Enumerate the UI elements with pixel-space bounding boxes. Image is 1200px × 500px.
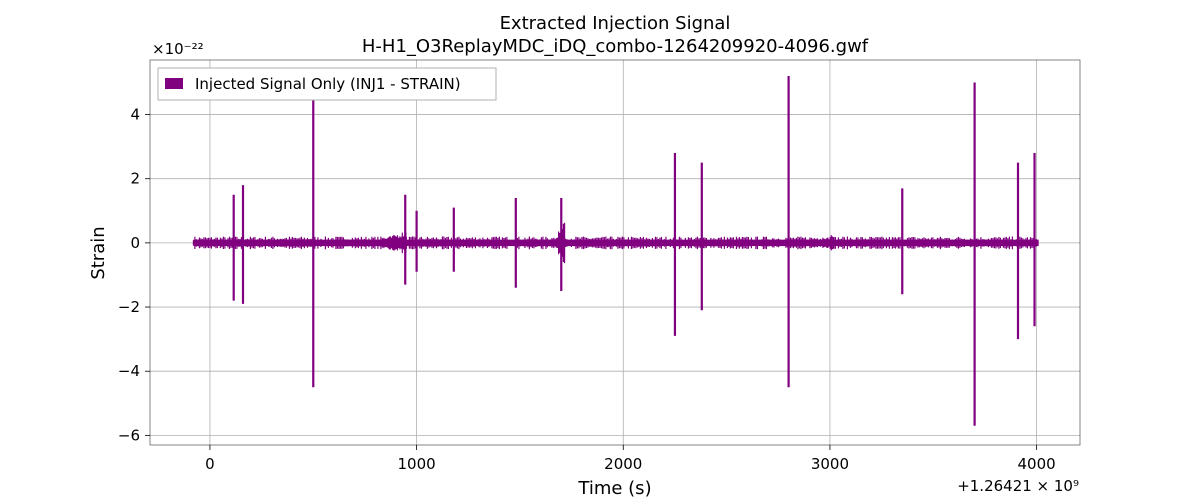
burst <box>333 232 407 254</box>
chart-title-line-2: H-H1_O3ReplayMDC_iDQ_combo-1264209920-40… <box>362 36 869 57</box>
x-tick-label: 0 <box>205 455 215 473</box>
y-tick-label: −2 <box>118 298 140 316</box>
plot-frame <box>149 59 1081 446</box>
x-offset-label: +1.26421 × 10⁹ <box>957 477 1079 495</box>
y-tick-label: 2 <box>130 170 140 188</box>
ticks: 0 1000 2000 3000 4000 −6 −4 −2 0 2 4 <box>118 106 1056 473</box>
y-tick-label: −4 <box>118 362 140 380</box>
x-tick-label: 4000 <box>1018 455 1056 473</box>
x-tick-label: 1000 <box>398 455 436 473</box>
series-group <box>192 76 1039 426</box>
y-tick-label: 4 <box>130 106 140 124</box>
y-tick-label: 0 <box>130 234 140 252</box>
y-scale-label: ×10⁻²² <box>152 40 204 58</box>
chart-title-line-1: Extracted Injection Signal <box>500 13 731 34</box>
y-tick-label: −6 <box>118 426 140 444</box>
x-tick-label: 2000 <box>604 455 642 473</box>
legend-swatch <box>165 78 183 89</box>
x-axis-label: Time (s) <box>577 478 651 499</box>
plot-area <box>150 60 1080 445</box>
x-tick-label: 3000 <box>811 455 849 473</box>
legend-label: Injected Signal Only (INJ1 - STRAIN) <box>195 75 461 93</box>
legend-box <box>157 67 497 101</box>
legend: Injected Signal Only (INJ1 - STRAIN) <box>157 67 497 101</box>
y-axis-label: Strain <box>88 226 109 279</box>
